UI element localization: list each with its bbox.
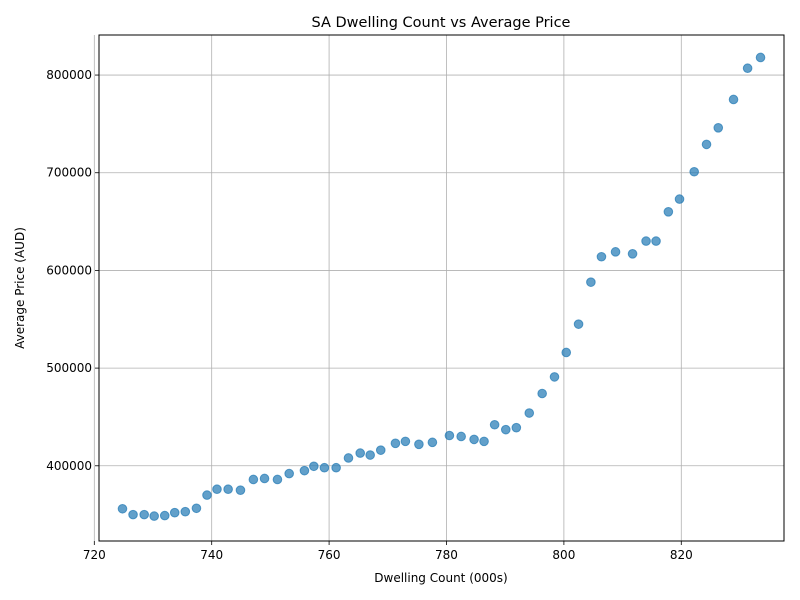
data-point xyxy=(728,94,739,105)
data-point xyxy=(375,445,386,455)
data-point xyxy=(299,465,310,476)
x-axis-ticks: 720 740 760 780 800 820 xyxy=(83,541,693,562)
y-tick-label: 500000 xyxy=(46,361,92,375)
data-point xyxy=(651,236,661,246)
data-point xyxy=(169,507,180,518)
data-point xyxy=(573,319,584,329)
data-point xyxy=(663,207,674,217)
data-point xyxy=(561,347,572,358)
chart-title: SA Dwelling Count vs Average Price xyxy=(312,15,571,31)
plot-frame xyxy=(98,34,785,542)
y-axis-title: Average Price (AUD) xyxy=(13,227,27,349)
data-point xyxy=(202,490,212,500)
data-point xyxy=(469,434,479,445)
data-point xyxy=(537,388,547,399)
grid xyxy=(93,35,784,541)
data-point xyxy=(212,484,222,495)
data-point xyxy=(223,484,233,495)
y-tick-label: 700000 xyxy=(46,166,92,180)
data-point xyxy=(309,461,319,472)
data-point xyxy=(272,474,283,485)
data-point xyxy=(117,503,128,514)
data-point xyxy=(159,510,170,521)
data-point xyxy=(456,431,466,442)
data-point xyxy=(319,462,330,473)
data-point xyxy=(610,247,621,257)
data-point xyxy=(596,251,607,262)
data-point xyxy=(355,448,366,458)
x-axis-title: Dwelling Count (000s) xyxy=(374,571,507,585)
data-point xyxy=(284,468,294,479)
data-point xyxy=(549,372,560,382)
data-point xyxy=(128,509,138,520)
data-point xyxy=(511,422,522,433)
data-point xyxy=(689,166,699,177)
data-point xyxy=(139,509,149,520)
y-tick-label: 800000 xyxy=(46,68,92,82)
data-point xyxy=(390,438,401,449)
data-point xyxy=(149,511,159,521)
x-tick-label: 820 xyxy=(670,548,693,562)
data-point xyxy=(713,122,724,133)
data-point xyxy=(627,249,638,259)
data-point xyxy=(524,408,535,418)
data-point xyxy=(479,436,489,447)
data-point xyxy=(365,450,375,460)
x-tick-label: 780 xyxy=(435,548,458,562)
x-tick-label: 740 xyxy=(200,548,223,562)
data-point xyxy=(674,194,685,204)
data-point xyxy=(586,277,596,287)
x-tick-label: 720 xyxy=(83,548,106,562)
x-tick-label: 800 xyxy=(552,548,575,562)
data-points xyxy=(117,52,766,521)
data-point xyxy=(701,139,712,150)
data-point xyxy=(343,453,354,463)
y-tick-label: 600000 xyxy=(46,263,92,277)
data-point xyxy=(742,63,753,74)
data-point xyxy=(641,236,651,246)
data-point xyxy=(259,473,270,484)
data-point xyxy=(400,436,411,447)
data-point xyxy=(235,485,246,496)
y-tick-label: 400000 xyxy=(46,459,92,473)
y-axis-ticks: 400000 500000 600000 700000 800000 xyxy=(46,68,99,473)
data-point xyxy=(191,503,202,514)
data-point xyxy=(489,419,500,430)
data-point xyxy=(500,424,511,435)
x-tick-label: 760 xyxy=(318,548,341,562)
data-point xyxy=(248,474,259,485)
data-point xyxy=(414,439,424,450)
data-point xyxy=(755,52,766,63)
data-point xyxy=(180,506,191,517)
data-point xyxy=(444,430,455,441)
data-point xyxy=(427,437,438,448)
data-point xyxy=(331,462,341,473)
